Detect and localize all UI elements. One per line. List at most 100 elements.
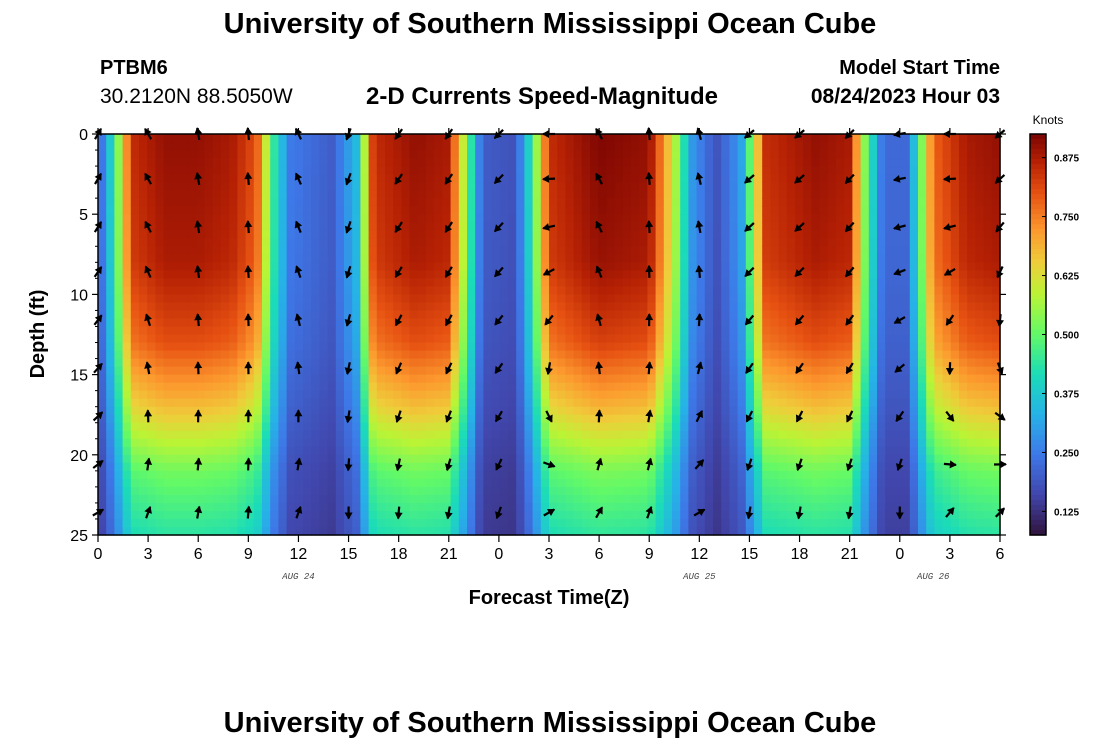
heatmap-cell	[754, 286, 763, 295]
heatmap-cell	[253, 262, 263, 271]
heatmap-cell	[130, 310, 140, 320]
heatmap-cell	[786, 246, 796, 255]
heatmap-cell	[303, 246, 312, 255]
heatmap-cell	[434, 190, 443, 199]
heatmap-cell	[704, 206, 714, 215]
heatmap-cell	[573, 502, 583, 512]
heatmap-cell	[311, 150, 320, 159]
heatmap-cell	[909, 254, 919, 263]
heatmap-cell	[311, 446, 320, 456]
heatmap-cell	[868, 230, 878, 239]
heatmap-cell	[508, 446, 517, 456]
heatmap-cell	[368, 358, 378, 368]
heatmap-cell	[417, 382, 427, 392]
heatmap-cell	[598, 318, 607, 328]
heatmap-cell	[237, 390, 247, 400]
heatmap-cell	[540, 134, 550, 143]
heatmap-cell	[245, 334, 255, 344]
heatmap-cell	[549, 446, 558, 456]
heatmap-cell	[114, 262, 124, 271]
heatmap-cell	[352, 478, 361, 488]
heatmap-cell	[778, 318, 788, 328]
heatmap-cell	[663, 390, 673, 400]
heatmap-cell	[278, 318, 288, 328]
heatmap-cell	[655, 526, 665, 536]
heatmap-cell	[532, 182, 542, 191]
heatmap-cell	[204, 382, 214, 392]
heatmap-cell	[508, 334, 517, 344]
heatmap-cell	[639, 270, 648, 279]
heatmap-cell	[434, 422, 443, 432]
heatmap-cell	[852, 150, 862, 159]
heatmap-cell	[680, 422, 689, 432]
heatmap-cell	[499, 166, 509, 175]
heatmap-cell	[311, 494, 320, 504]
heatmap-cell	[754, 430, 763, 440]
heatmap-cell	[401, 190, 411, 199]
heatmap-cell	[770, 406, 780, 416]
heatmap-cell	[335, 374, 345, 384]
heatmap-cell	[385, 158, 394, 167]
heatmap-cell	[368, 342, 378, 352]
heatmap-cell	[458, 174, 468, 183]
heatmap-cell	[221, 286, 230, 295]
heatmap-cell	[877, 198, 886, 207]
heatmap-cell	[327, 342, 337, 352]
heatmap-cell	[221, 430, 230, 440]
heatmap-cell	[286, 310, 296, 320]
heatmap-cell	[590, 358, 599, 368]
heatmap-cell	[778, 278, 788, 287]
heatmap-cell	[188, 366, 197, 376]
heatmap-cell	[106, 518, 115, 528]
heatmap-cell	[114, 446, 124, 456]
heatmap-cell	[327, 518, 337, 528]
heatmap-cell	[762, 206, 771, 215]
heatmap-cell	[762, 430, 771, 440]
heatmap-cell	[655, 502, 665, 512]
heatmap-cell	[147, 486, 156, 496]
heatmap-cell	[680, 342, 689, 352]
heatmap-cell	[704, 334, 714, 344]
heatmap-cell	[565, 254, 575, 263]
heatmap-cell	[868, 438, 878, 448]
heatmap-cell	[368, 478, 378, 488]
heatmap-cell	[688, 422, 698, 432]
heatmap-cell	[778, 166, 788, 175]
heatmap-cell	[286, 510, 296, 520]
heatmap-cell	[483, 526, 493, 536]
heatmap-cell	[393, 182, 402, 191]
heatmap-cell	[426, 366, 435, 376]
heatmap-cell	[106, 366, 115, 376]
heatmap-cell	[327, 422, 337, 432]
heatmap-cell	[762, 390, 771, 400]
heatmap-cell	[557, 446, 566, 456]
heatmap-cell	[540, 382, 550, 392]
heatmap-cell	[475, 414, 484, 424]
heatmap-cell	[508, 502, 517, 512]
heatmap-cell	[909, 462, 919, 472]
heatmap-cell	[294, 502, 304, 512]
heatmap-cell	[327, 190, 337, 199]
heatmap-cell	[139, 150, 148, 159]
station-id: PTBM6	[100, 57, 168, 79]
heatmap-cell	[655, 342, 665, 352]
heatmap-cell	[647, 230, 657, 239]
heatmap-cell	[844, 334, 853, 344]
heatmap-cell	[745, 142, 755, 151]
heatmap-cell	[836, 294, 845, 304]
heatmap-cell	[721, 518, 730, 528]
heatmap-cell	[795, 494, 804, 504]
heatmap-cell	[836, 486, 845, 496]
heatmap-cell	[786, 342, 796, 352]
heatmap-cell	[778, 182, 788, 191]
heatmap-cell	[204, 262, 214, 271]
heatmap-cell	[868, 390, 878, 400]
heatmap-cell	[319, 134, 329, 143]
heatmap-cell	[549, 182, 558, 191]
heatmap-cell	[106, 206, 115, 215]
heatmap-cell	[155, 470, 165, 480]
heatmap-cell	[426, 454, 435, 464]
heatmap-cell	[713, 174, 722, 183]
heatmap-cell	[704, 374, 714, 384]
heatmap-cell	[122, 462, 132, 472]
